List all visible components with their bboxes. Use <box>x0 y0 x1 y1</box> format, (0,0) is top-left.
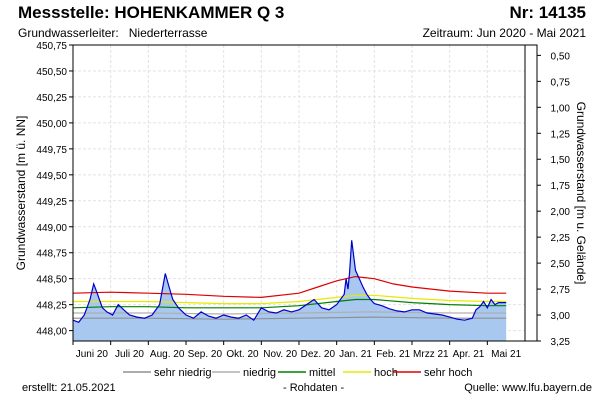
page-title: Messstelle: HOHENKAMMER Q 3 <box>18 3 285 22</box>
legend-label: hoch <box>374 367 398 379</box>
station-number: Nr: 14135 <box>509 3 586 22</box>
left-tick-label: 448,50 <box>36 275 67 286</box>
raw-data-note: - Rohdaten - <box>283 382 345 394</box>
left-axis-label: Grundwasserstand [m ü. NN] <box>14 116 28 271</box>
left-tick-label: 448,25 <box>36 301 67 312</box>
right-axis-panel <box>524 44 538 342</box>
legend-label: niedrig <box>243 367 276 379</box>
right-tick-label: 0,50 <box>551 51 571 62</box>
legend-label: mittel <box>309 367 335 379</box>
measured-series-line <box>72 240 507 324</box>
right-tick-label: 2,25 <box>551 233 571 244</box>
x-tick-label: Feb. 21 <box>376 349 410 360</box>
legend: sehr niedrig niedrig mittel hoch sehr hoch <box>123 367 472 379</box>
left-tick-label: 448,75 <box>36 249 67 260</box>
right-tick-label: 3,25 <box>551 337 571 348</box>
legend-label: sehr hoch <box>424 367 472 379</box>
right-tick-label: 2,50 <box>551 259 571 270</box>
aquifer-label: Grundwasserleiter: <box>18 26 119 40</box>
aquifer-info: Grundwasserleiter: Niederterrasse <box>18 26 207 40</box>
x-tick-label: Aug. 20 <box>150 349 185 360</box>
left-tick-label: 449,00 <box>36 223 67 234</box>
legend-label: sehr niedrig <box>154 367 211 379</box>
series-line-sehr-hoch <box>72 275 507 299</box>
right-tick-label: 1,00 <box>551 103 571 114</box>
x-tick-label: Mai 21 <box>491 349 521 360</box>
x-tick-label: Juli 20 <box>115 349 144 360</box>
x-tick-label: Sep. 20 <box>188 349 223 360</box>
series-line-sehr-niedrig <box>73 316 507 320</box>
source-credit: Quelle: www.lfu.bayern.de <box>464 382 592 394</box>
left-tick-label: 450,75 <box>36 41 67 52</box>
left-tick-label: 450,50 <box>36 67 67 78</box>
measured-area <box>73 240 507 341</box>
right-tick-label: 2,75 <box>551 285 571 296</box>
series-line-hoch <box>73 294 507 305</box>
x-tick-label: Nov. 20 <box>263 349 297 360</box>
right-tick-label: 2,00 <box>551 207 571 218</box>
x-tick-label: Apr. 21 <box>453 349 485 360</box>
x-tick-label: Jan. 21 <box>339 349 372 360</box>
x-axis: Juni 20 Juli 20 Aug. 20 Sep. 20 Okt. 20 Nov. … <box>72 341 522 360</box>
reference-lines <box>72 275 507 320</box>
x-tick-label: Dez. 20 <box>301 349 336 360</box>
series-line-niedrig <box>73 311 507 315</box>
right-axis: 0,50 0,75 1,00 1,25 1,50 1,75 2,00 2,25 2,50 2,75… <box>537 51 570 348</box>
x-tick-label: Mrzz 21 <box>413 349 449 360</box>
x-tick-label: Juni 20 <box>76 349 109 360</box>
x-tick-label: Okt. 20 <box>226 349 259 360</box>
left-axis: 448,00 448,25 448,50 448,75 449,00 449,25 449,… <box>36 41 73 338</box>
left-tick-label: 449,25 <box>36 197 67 208</box>
left-tick-label: 448,00 <box>36 327 67 338</box>
left-tick-label: 450,25 <box>36 93 67 104</box>
right-axis-label: Grundwasserstand [m u. Gelände] <box>574 102 588 285</box>
right-tick-label: 0,75 <box>551 77 571 88</box>
aquifer-value: Niederterrasse <box>128 26 208 40</box>
right-tick-label: 3,00 <box>551 311 571 322</box>
period-label: Zeitraum: Jun 2020 - Mai 2021 <box>422 26 586 40</box>
left-tick-label: 450,00 <box>36 119 67 130</box>
right-tick-label: 1,50 <box>551 155 571 166</box>
right-tick-label: 1,25 <box>551 129 571 140</box>
created-date: erstellt: 21.05.2021 <box>22 382 116 394</box>
left-tick-label: 449,50 <box>36 171 67 182</box>
right-tick-label: 1,75 <box>551 181 571 192</box>
left-tick-label: 449,75 <box>36 145 67 156</box>
